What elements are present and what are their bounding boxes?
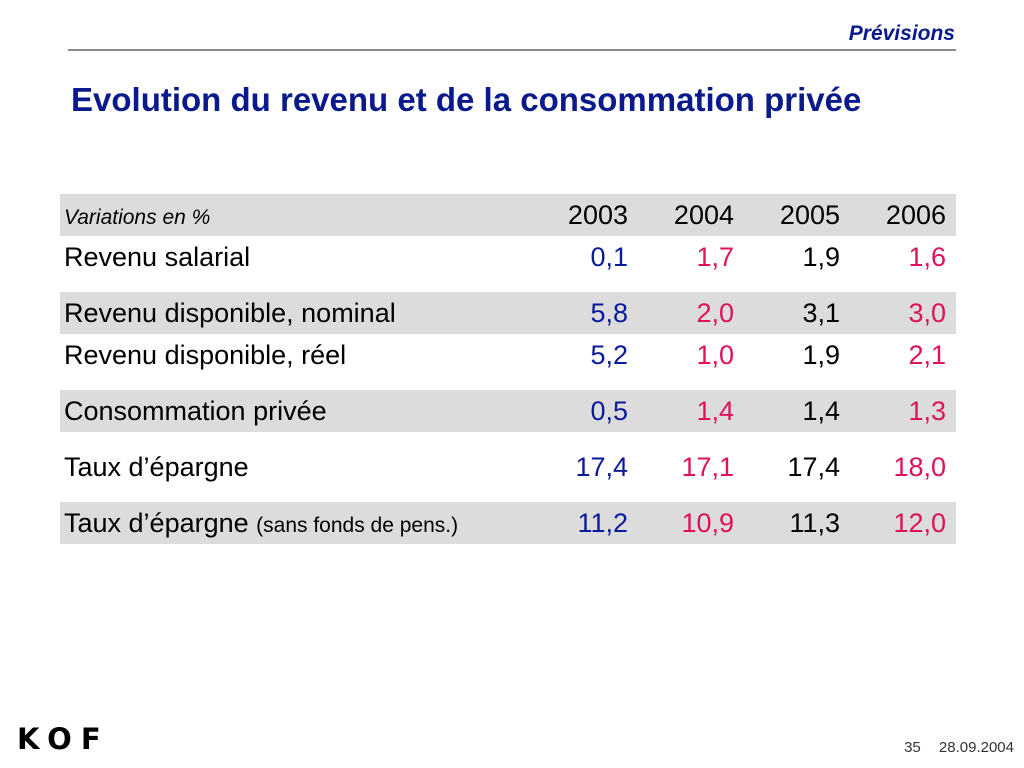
row-label: Revenu salarial (64, 241, 251, 272)
value-cell: 11,2 (532, 502, 638, 544)
year-header-2006: 2006 (850, 194, 956, 236)
row-spacer (60, 376, 956, 390)
value-cell: 3,1 (744, 292, 850, 334)
value-cell: 1,3 (850, 390, 956, 432)
value-cell: 2,1 (908, 339, 946, 370)
table-header-row: Variations en % 2003 2004 2005 2006 (60, 194, 956, 236)
table-row: Consommation privée 0,5 1,4 1,4 1,3 (60, 390, 956, 432)
value-cell: 18,0 (893, 451, 946, 482)
value-cell: 1,9 (802, 241, 840, 272)
value-cell: 1,0 (696, 339, 734, 370)
row-label: Consommation privée (60, 390, 532, 432)
section-label: Prévisions (848, 22, 955, 45)
row-spacer (60, 488, 956, 502)
slide-title: Evolution du revenu et de la consommatio… (71, 81, 862, 118)
table-row: Revenu disponible, réel 5,2 1,0 1,9 2,1 (60, 334, 956, 376)
value-cell: 17,4 (575, 451, 628, 482)
row-label: Taux d’épargne (64, 451, 249, 482)
year-header-2003: 2003 (532, 194, 638, 236)
row-label: Taux d’épargne (64, 507, 249, 538)
value-cell: 0,5 (532, 390, 638, 432)
row-spacer (60, 278, 956, 292)
year-header-2004: 2004 (638, 194, 744, 236)
table-row: Taux d’épargne 17,4 17,1 17,4 18,0 (60, 446, 956, 488)
value-cell: 5,2 (590, 339, 628, 370)
value-cell: 0,1 (590, 241, 628, 272)
value-cell: 12,0 (850, 502, 956, 544)
value-cell: 1,4 (638, 390, 744, 432)
row-label-suffix: (sans fonds de pens.) (256, 513, 459, 537)
value-cell: 1,9 (802, 339, 840, 370)
value-cell: 17,4 (787, 451, 840, 482)
footer-date: 28.09.2004 (938, 739, 1014, 756)
footer: 35 28.09.2004 (904, 739, 1014, 756)
header-divider (68, 49, 956, 51)
table-row: Revenu salarial 0,1 1,7 1,9 1,6 (60, 236, 956, 278)
row-spacer (60, 432, 956, 446)
kof-logo: KOF (17, 722, 110, 756)
row-label-cell: Taux d’épargne (sans fonds de pens.) (60, 502, 532, 544)
data-table: Variations en % 2003 2004 2005 2006 Reve… (60, 194, 956, 544)
row-label: Revenu disponible, réel (64, 339, 347, 370)
value-cell: 17,1 (681, 451, 734, 482)
value-cell: 1,7 (696, 241, 734, 272)
value-cell: 5,8 (532, 292, 638, 334)
units-label-cell: Variations en % (60, 194, 532, 236)
table-row: Revenu disponible, nominal 5,8 2,0 3,1 3… (60, 292, 956, 334)
year-header-2005: 2005 (744, 194, 850, 236)
table-row: Taux d’épargne (sans fonds de pens.) 11,… (60, 502, 956, 544)
value-cell: 3,0 (850, 292, 956, 334)
value-cell: 1,6 (908, 241, 946, 272)
value-cell: 1,4 (744, 390, 850, 432)
value-cell: 2,0 (638, 292, 744, 334)
value-cell: 11,3 (744, 502, 850, 544)
value-cell: 10,9 (638, 502, 744, 544)
row-label: Revenu disponible, nominal (60, 292, 532, 334)
page-number: 35 (904, 739, 921, 756)
units-label: Variations en % (64, 205, 211, 229)
